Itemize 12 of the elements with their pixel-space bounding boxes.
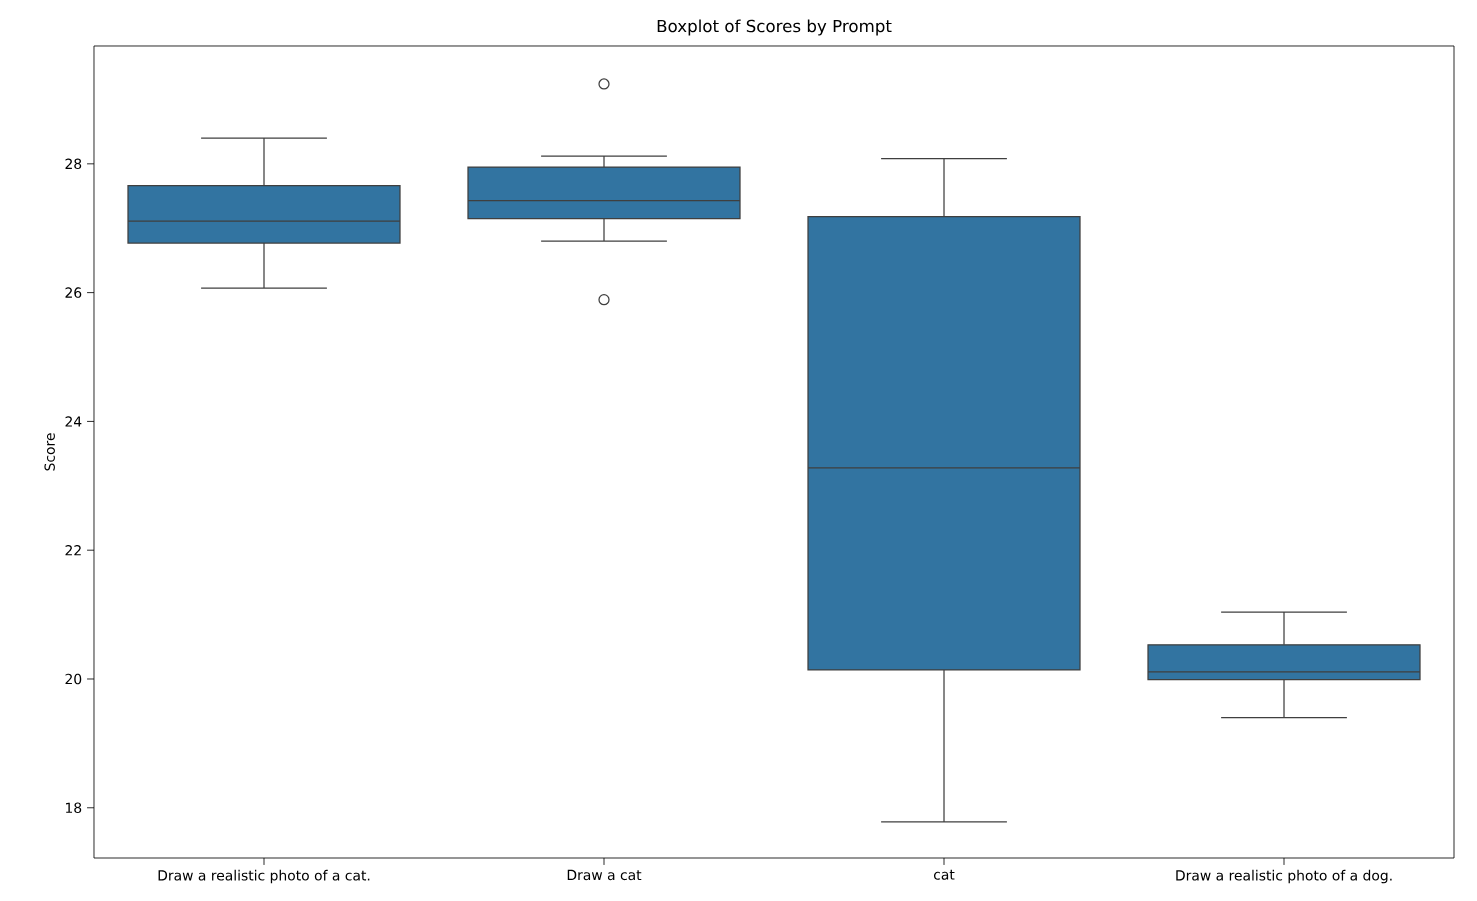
x-tick-label: Draw a realistic photo of a dog.: [1176, 869, 1392, 884]
y-tick-label: 18: [66, 802, 82, 814]
y-tick-label: 24: [65, 416, 82, 427]
x-tick-label: Draw a cat: [567, 869, 642, 881]
y-tick-label: 20: [65, 673, 82, 685]
y-tick-label: 26: [65, 287, 82, 298]
y-tick-label: 22: [65, 545, 81, 556]
y-axis-title: Score: [44, 433, 55, 471]
chart-title: Boxplot of Scores by Prompt: [657, 19, 892, 36]
x-tick-label: Draw a realistic photo of a cat.: [158, 869, 370, 884]
y-tick-label: 28: [65, 158, 82, 170]
x-tick-label: cat: [933, 869, 955, 880]
